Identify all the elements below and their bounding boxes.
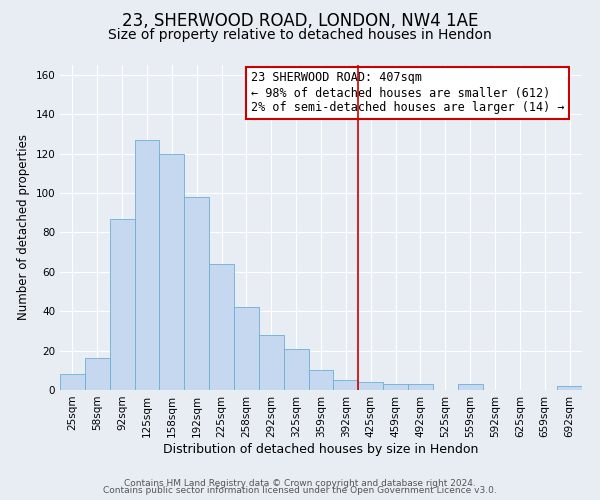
Bar (234, 308, 259, 390)
Y-axis label: Number of detached properties: Number of detached properties (17, 134, 30, 320)
Bar (60, 374, 85, 390)
Text: Contains public sector information licensed under the Open Government Licence v3: Contains public sector information licen… (103, 486, 497, 495)
Bar (458, 384, 482, 390)
Bar (209, 264, 234, 390)
X-axis label: Distribution of detached houses by size in Hendon: Distribution of detached houses by size … (163, 442, 479, 456)
Bar (160, 154, 184, 390)
Bar (557, 386, 582, 390)
Bar (134, 140, 160, 390)
Bar (184, 197, 209, 390)
Bar (284, 348, 308, 390)
Bar (408, 384, 433, 390)
Text: 23 SHERWOOD ROAD: 407sqm
← 98% of detached houses are smaller (612)
2% of semi-d: 23 SHERWOOD ROAD: 407sqm ← 98% of detach… (251, 72, 564, 114)
Bar (259, 335, 284, 390)
Bar (383, 384, 408, 390)
Bar (110, 218, 134, 390)
Bar (358, 382, 383, 390)
Bar (85, 358, 110, 390)
Text: Contains HM Land Registry data © Crown copyright and database right 2024.: Contains HM Land Registry data © Crown c… (124, 478, 476, 488)
Bar (308, 370, 334, 390)
Text: 23, SHERWOOD ROAD, LONDON, NW4 1AE: 23, SHERWOOD ROAD, LONDON, NW4 1AE (122, 12, 478, 30)
Bar (334, 380, 358, 390)
Text: Size of property relative to detached houses in Hendon: Size of property relative to detached ho… (108, 28, 492, 42)
